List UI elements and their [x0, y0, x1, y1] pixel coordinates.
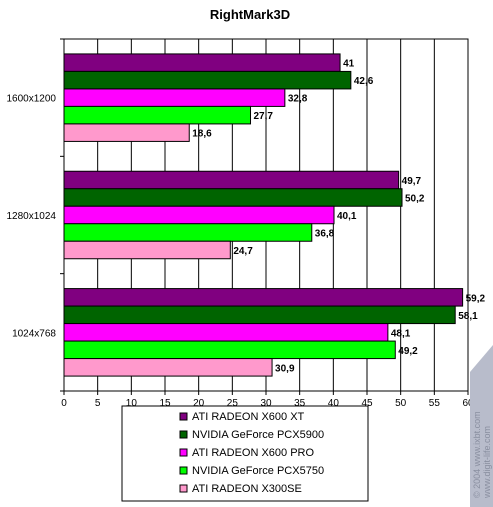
data-label: 18,6 [192, 129, 212, 140]
legend-label: ATI RADEON X600 PRO [192, 447, 314, 459]
data-label: 58,1 [458, 311, 478, 322]
x-tick-label: 45 [361, 398, 373, 409]
bar [63, 305, 456, 325]
bar [63, 240, 231, 260]
x-tick-label: 20 [193, 398, 205, 409]
bar [63, 53, 341, 72]
legend-box [121, 405, 369, 502]
bar [63, 340, 396, 360]
data-label: 42,6 [354, 76, 374, 87]
data-label: 27,7 [254, 111, 274, 122]
bar [63, 123, 190, 142]
data-label: 41 [343, 59, 355, 70]
data-label: 24,7 [233, 246, 253, 257]
bar [63, 88, 286, 107]
bar [63, 105, 252, 125]
data-label: 59,2 [466, 293, 486, 304]
x-tick-label: 10 [126, 398, 138, 409]
bar [63, 188, 403, 207]
x-tick-label: 40 [328, 398, 340, 409]
data-label: 32,8 [288, 94, 308, 105]
data-label: 36,8 [315, 229, 335, 240]
x-tick-label: 30 [260, 398, 272, 409]
x-tick-label: 35 [294, 398, 306, 409]
x-tick-label: 5 [95, 398, 101, 409]
data-label: 48,1 [391, 328, 411, 339]
bar [63, 288, 464, 307]
x-tick-label: 25 [227, 398, 239, 409]
bar [63, 205, 335, 225]
bar [63, 170, 400, 190]
watermark-line1: © 2004 www.ixbt.com [472, 411, 482, 498]
bar [63, 323, 389, 342]
axes: 0 5 10 15 20 25 30 35 40 45 50 55 60 1600x1200 1280x10… [7, 38, 474, 409]
legend-swatch [179, 466, 188, 475]
category-label: 1280x1024 [7, 211, 57, 222]
legend: ATI RADEON X600 XT NVIDIA GeForce PCX5900… [121, 405, 369, 502]
bar [63, 358, 273, 377]
legend-label: ATI RADEON X600 XT [192, 411, 305, 423]
chart-title: RightMark3D [210, 7, 290, 22]
x-tick-label: 60 [462, 398, 474, 409]
x-tick-label: 55 [429, 398, 441, 409]
data-label: 30,9 [275, 363, 295, 374]
legend-label: NVIDIA GeForce PCX5750 [192, 465, 324, 477]
watermark-strip [470, 345, 493, 507]
watermark-line2: www.digit-life.com [482, 426, 492, 499]
data-label: 40,1 [337, 211, 357, 222]
bars [63, 53, 464, 377]
bar [63, 70, 352, 90]
legend-swatch [179, 430, 188, 439]
data-label: 49,7 [402, 176, 422, 187]
data-label: 50,2 [405, 194, 425, 205]
x-tick-label: 0 [61, 398, 67, 409]
category-label: 1600x1200 [7, 94, 57, 105]
watermark: © 2004 www.ixbt.com www.digit-life.com [470, 345, 493, 507]
x-tick-label: 15 [159, 398, 171, 409]
data-labels: 41 42,6 32,8 27,7 18,6 49,7 50,2 40,136,8 24,7 59… [192, 59, 485, 375]
legend-swatch [179, 484, 188, 493]
legend-label: NVIDIA GeForce PCX5900 [192, 429, 324, 441]
bar [63, 223, 313, 242]
legend-swatch [179, 412, 188, 421]
x-tick-label: 50 [395, 398, 407, 409]
category-label: 1024x768 [12, 328, 56, 339]
legend-swatch [179, 448, 188, 457]
data-label: 49,2 [398, 346, 418, 357]
legend-label: ATI RADEON X300SE [192, 483, 302, 495]
